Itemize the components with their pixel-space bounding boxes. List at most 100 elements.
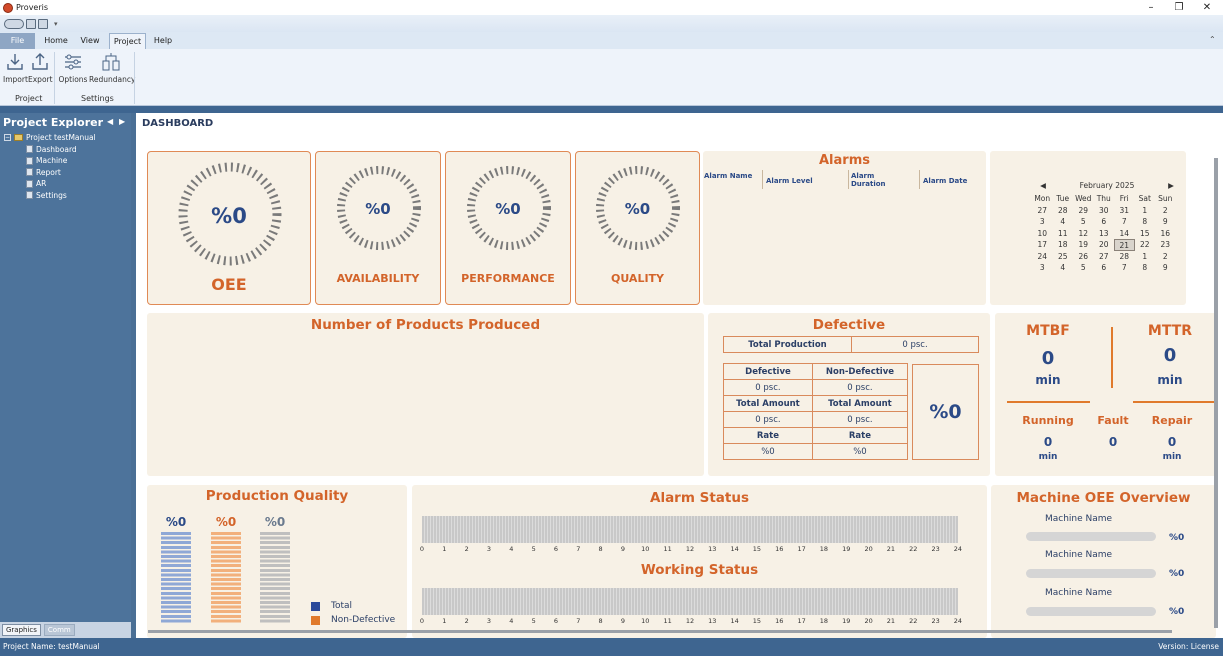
calendar-day[interactable]: 5 <box>1080 217 1086 226</box>
tab-home[interactable]: Home <box>44 36 68 45</box>
options-button[interactable]: Options <box>58 52 88 84</box>
app-menu-icon[interactable] <box>4 18 24 29</box>
horizontal-scrollbar[interactable] <box>148 630 1172 633</box>
calendar-day[interactable]: 2 <box>1162 205 1168 215</box>
calendar-day[interactable]: 19 <box>1078 240 1089 249</box>
calendar-day[interactable]: 21 <box>1114 239 1135 251</box>
calendar-day[interactable]: 8 <box>1142 263 1148 272</box>
alarm-col-duration[interactable]: Alarm Duration <box>851 172 886 188</box>
calendar-day[interactable]: 4 <box>1060 263 1066 272</box>
tab-view[interactable]: View <box>80 36 100 45</box>
calendar-day[interactable]: 9 <box>1162 263 1168 272</box>
calendar-day[interactable]: 28 <box>1119 251 1130 261</box>
total-amount-label: Total Amount <box>723 395 813 412</box>
hour-tick-label: 22 <box>909 617 918 625</box>
tree-item-machine[interactable]: Machine <box>4 155 96 167</box>
calendar-day[interactable]: 6 <box>1101 217 1107 226</box>
tree-root[interactable]: − Project testManual <box>4 133 96 142</box>
alarm-col-level[interactable]: Alarm Level <box>766 177 813 185</box>
tree-item-dashboard[interactable]: Dashboard <box>4 144 96 156</box>
calendar-day[interactable]: 12 <box>1078 228 1089 238</box>
tab-graphics[interactable]: Graphics <box>2 624 41 636</box>
tab-file[interactable]: File <box>0 33 35 49</box>
calendar-day[interactable]: 27 <box>1037 205 1048 215</box>
calendar-day[interactable]: 13 <box>1098 228 1109 238</box>
tab-help[interactable]: Help <box>153 36 173 45</box>
calendar-prev-icon[interactable]: ◀ <box>1040 181 1046 190</box>
working-status-title: Working Status <box>640 562 759 578</box>
hour-tick-label: 3 <box>486 545 492 553</box>
calendar-day[interactable]: 26 <box>1078 251 1089 261</box>
calendar-day[interactable]: 8 <box>1142 217 1148 226</box>
tab-project[interactable]: Project <box>109 33 146 49</box>
collapse-icon[interactable]: − <box>4 134 11 142</box>
calendar-day[interactable]: 9 <box>1162 217 1168 226</box>
calendar-day[interactable]: 2 <box>1162 251 1168 261</box>
calendar-day[interactable]: 30 <box>1098 205 1109 215</box>
minimize-icon[interactable]: – <box>1148 2 1154 13</box>
save-icon[interactable] <box>26 18 36 29</box>
customize-toolbar-icon[interactable]: ▾ <box>54 19 58 28</box>
calendar-day[interactable]: 27 <box>1098 251 1109 261</box>
calendar-day[interactable]: 22 <box>1139 240 1150 249</box>
calendar-day[interactable]: 25 <box>1057 251 1068 261</box>
collapse-ribbon-icon[interactable]: ⌃ <box>1209 35 1216 44</box>
hour-tick-label: 24 <box>953 545 963 553</box>
calendar: ◀ February 2025 ▶ Mon Tue Wed Thu Fri Sat Sun 2… <box>1034 181 1186 311</box>
calendar-day[interactable]: 23 <box>1160 240 1171 249</box>
calendar-day[interactable]: 7 <box>1121 263 1127 272</box>
hour-tick-label: 7 <box>576 617 581 625</box>
calendar-day[interactable]: 7 <box>1121 217 1127 226</box>
calendar-day[interactable]: 18 <box>1057 240 1068 249</box>
production-quality-panel: Production Quality %0 %0 %0 Total Non-De… <box>147 485 407 638</box>
hour-tick-label: 18 <box>819 545 829 553</box>
calendar-day[interactable]: 3 <box>1039 217 1045 226</box>
group-label-project: Project <box>15 94 43 103</box>
hour-tick-label: 16 <box>775 617 784 625</box>
tree-item-settings[interactable]: Settings <box>4 190 96 202</box>
close-icon[interactable]: ✕ <box>1202 2 1212 13</box>
calendar-day[interactable]: 28 <box>1057 205 1068 215</box>
save-all-icon[interactable] <box>38 18 48 29</box>
redundancy-button[interactable]: Redundancy <box>89 52 135 84</box>
rate-value-2: %0 <box>811 443 909 460</box>
calendar-day[interactable]: 1 <box>1142 251 1148 261</box>
chevron-right-icon[interactable]: ▶ <box>119 117 126 126</box>
calendar-day[interactable]: 16 <box>1160 228 1171 238</box>
calendar-day[interactable]: 11 <box>1057 228 1068 238</box>
sliders-icon <box>65 54 81 70</box>
export-button[interactable]: Export <box>28 52 53 84</box>
calendar-day[interactable]: 5 <box>1080 263 1086 272</box>
machine-oee-value-1: %0 <box>1169 533 1185 543</box>
chevron-left-icon[interactable]: ◀ <box>107 117 114 126</box>
calendar-day[interactable]: 20 <box>1098 240 1109 249</box>
calendar-day[interactable]: 6 <box>1101 263 1107 272</box>
tree-item-report[interactable]: Report <box>4 167 96 179</box>
calendar-day[interactable]: 14 <box>1119 228 1130 238</box>
calendar-day[interactable]: 31 <box>1119 205 1130 215</box>
tab-comm[interactable]: Comm <box>43 624 75 636</box>
calendar-day[interactable]: 1 <box>1142 205 1148 215</box>
calendar-day[interactable]: 10 <box>1037 228 1048 238</box>
vertical-scrollbar[interactable] <box>1214 158 1218 628</box>
calendar-day[interactable]: 29 <box>1078 205 1089 215</box>
products-produced-panel: Number of Products Produced <box>147 313 704 476</box>
defective-panel: Defective Total Production 0 psc. Defect… <box>708 313 990 476</box>
calendar-day[interactable]: 24 <box>1037 251 1048 261</box>
alarm-col-name[interactable]: Alarm Name <box>704 172 753 180</box>
alarm-col-date[interactable]: Alarm Date <box>923 177 968 185</box>
tree-item-ar[interactable]: AR <box>4 178 96 190</box>
calendar-day[interactable]: 4 <box>1060 217 1066 226</box>
hour-tick-label: 1 <box>442 617 447 625</box>
calendar-day[interactable]: 17 <box>1037 240 1048 249</box>
calendar-next-icon[interactable]: ▶ <box>1168 181 1174 190</box>
legend-non-defective-label: Non-Defective <box>331 615 396 625</box>
import-button[interactable]: Import <box>3 52 28 84</box>
hour-tick-label: 10 <box>641 617 650 625</box>
maximize-icon[interactable]: ❐ <box>1174 2 1184 13</box>
hour-tick-label: 14 <box>730 617 739 625</box>
calendar-day[interactable]: 3 <box>1039 263 1045 272</box>
rate-label: Rate <box>723 427 813 444</box>
calendar-day[interactable]: 15 <box>1139 228 1150 238</box>
calendar-weekday: Tue <box>1056 194 1070 203</box>
